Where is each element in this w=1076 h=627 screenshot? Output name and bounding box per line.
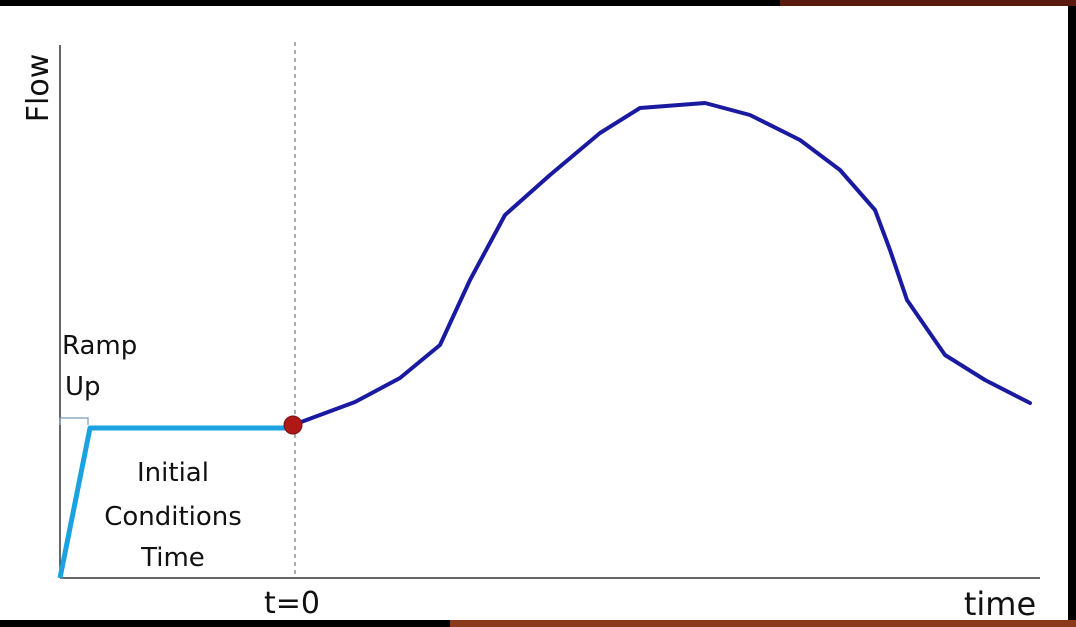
diagram: Flow time t=0 Ramp Up Initial Conditions…: [0, 0, 1076, 627]
initial-label: Initial: [137, 458, 209, 488]
t0-label: t=0: [264, 586, 320, 621]
page: {"axes": {"y_label": "Flow", "x_label": …: [0, 0, 1076, 627]
ramp-label: Ramp: [62, 331, 137, 361]
t0-point: [284, 416, 302, 434]
top-strip: [780, 0, 1076, 6]
initial-label: Conditions: [104, 502, 242, 532]
initial-label: Time: [140, 543, 205, 573]
x-axis-label: time: [964, 585, 1036, 623]
ramp-label: Up: [65, 372, 101, 402]
y-axis-label: Flow: [21, 54, 56, 122]
